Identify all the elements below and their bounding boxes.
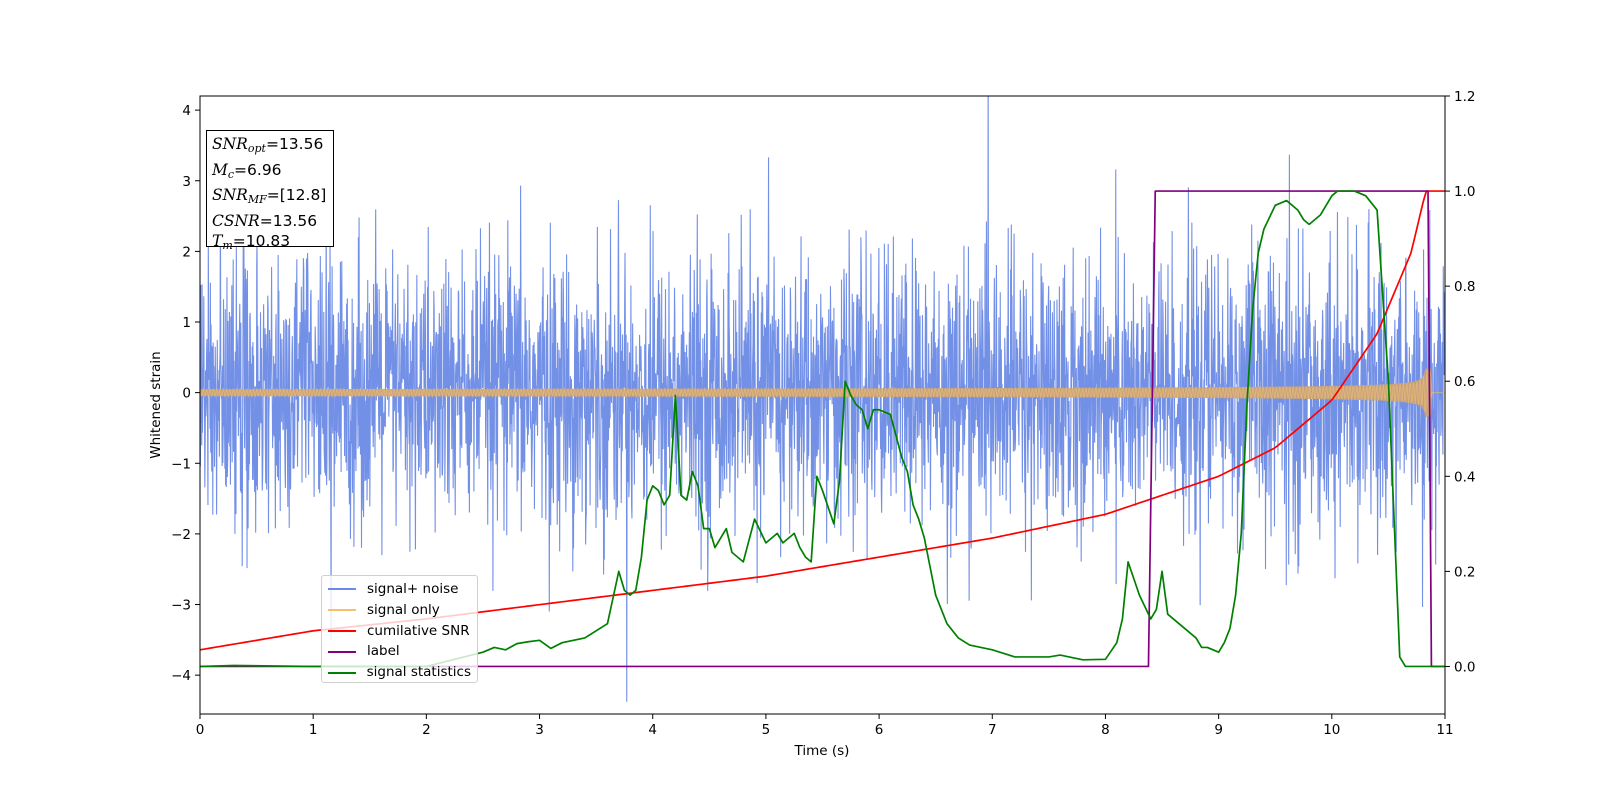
y-tick-label: 2 (182, 244, 191, 260)
y-tick-label: 3 (182, 174, 191, 190)
x-tick-label: 7 (988, 722, 997, 738)
y-tick-label: 1 (182, 315, 191, 331)
x-tick-label: 6 (875, 722, 884, 738)
chirp-mass-row: Mc=6.96 (212, 160, 282, 181)
x-tick-label: 1 (309, 722, 318, 738)
x-tick-label: 10 (1323, 722, 1340, 738)
x-tick-label: 9 (1214, 722, 1223, 738)
y2-tick-label: 1.0 (1454, 184, 1475, 200)
y-axis-label: Whitened strain (148, 351, 164, 458)
y2-tick-label: 0.6 (1454, 374, 1475, 390)
merger-time-value: =10.83 (232, 232, 291, 250)
legend-label-cumulative-snr: cumilative SNR (367, 622, 470, 639)
legend-swatch-signal-noise (328, 588, 356, 591)
x-tick-label: 3 (535, 722, 544, 738)
legend-label-signal-noise: signal+ noise (367, 581, 459, 597)
x-axis-label: Time (s) (794, 743, 850, 759)
x-tick-label: 0 (196, 722, 205, 738)
legend-label-label: label (367, 643, 400, 660)
legend-swatch-cumulative-snr (328, 629, 356, 632)
legend-swatch-signal-only (328, 609, 356, 612)
x-tick-label: 4 (648, 722, 657, 738)
y2-tick-label: 1.2 (1454, 89, 1475, 105)
y-tick-label: −3 (171, 598, 191, 614)
y2-tick-label: 0.4 (1454, 469, 1475, 485)
y-tick-label: 4 (182, 103, 191, 119)
x-axis: 0 1 2 3 4 5 6 7 8 9 10 11 (196, 714, 1454, 738)
merger-time-row: Tm=10.83 (212, 232, 291, 252)
legend-item-signal-statistics: signal statistics (328, 662, 471, 683)
legend-swatch-signal-statistics (328, 671, 356, 674)
y-tick-label: −1 (171, 456, 191, 472)
plot-frame (199, 95, 1446, 715)
y2-tick-label: 0.0 (1454, 659, 1475, 675)
y-axis-right: 0.0 0.2 0.4 0.6 0.8 1.0 1.2 (1445, 89, 1475, 675)
legend-item-label: label (328, 641, 471, 662)
snr-info-box: SNRopt=13.56 Mc=6.96 SNRMF=[12.8] CSNR=1… (206, 130, 334, 252)
y2-tick-label: 0.2 (1454, 564, 1475, 580)
legend-label-signal-statistics: signal statistics (366, 664, 471, 681)
y2-tick-label: 0.8 (1454, 279, 1475, 295)
y-tick-label: −4 (171, 668, 191, 684)
snr-mf-value: =[12.8] (266, 186, 327, 204)
y-axis-left: −4 −3 −2 −1 0 1 2 3 4 (171, 103, 200, 684)
snr-opt-value: =13.56 (265, 135, 324, 153)
legend-swatch-label (328, 650, 356, 653)
legend-item-signal-noise: signal+ noise (328, 579, 471, 600)
x-tick-label: 2 (422, 722, 431, 738)
y-tick-label: −2 (171, 527, 191, 543)
snr-opt-row: SNRopt=13.56 (212, 135, 324, 155)
y-tick-label: 0 (182, 386, 191, 402)
csnr-row: CSNR=13.56 (212, 211, 318, 230)
x-tick-label: 11 (1436, 722, 1453, 738)
series-signal-noise (200, 96, 1445, 702)
x-tick-label: 8 (1101, 722, 1110, 738)
series-signal-statistics (200, 190, 1445, 668)
legend-item-cumulative-snr: cumilative SNR (328, 621, 471, 642)
snr-mf-row: SNRMF=[12.8] (212, 186, 327, 206)
csnr-value: =13.56 (259, 211, 318, 230)
legend-label-signal-only: signal only (367, 601, 440, 618)
series-signal-only (200, 369, 1445, 416)
x-tick-label: 5 (762, 722, 771, 738)
legend: signal+ noise signal only cumilative SNR… (321, 575, 478, 683)
chirp-mass-value: =6.96 (234, 160, 282, 179)
legend-item-signal-only: signal only (328, 600, 471, 621)
